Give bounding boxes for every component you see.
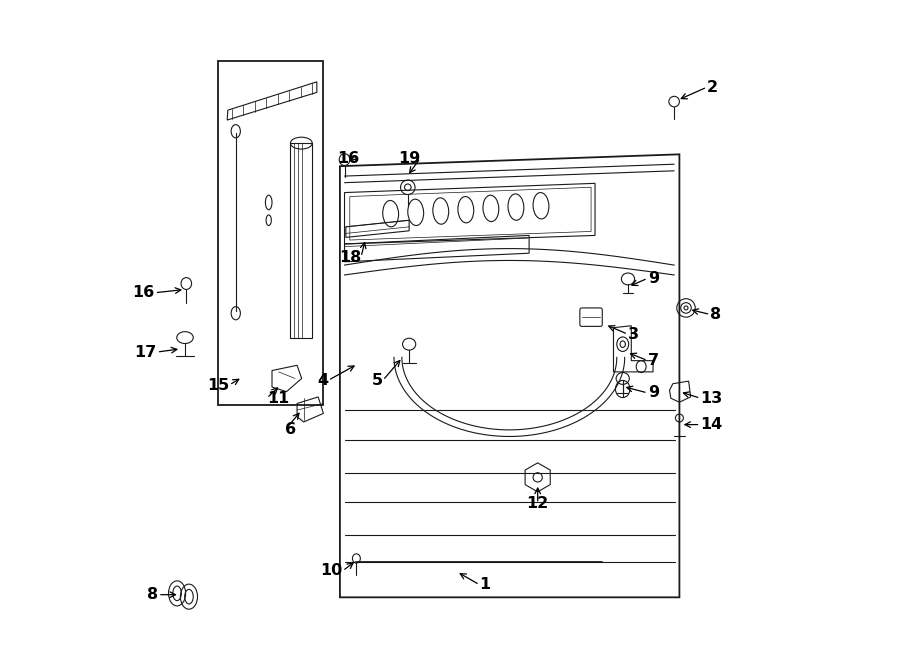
- Text: 8: 8: [147, 587, 158, 602]
- Text: 15: 15: [207, 377, 230, 393]
- Text: 7: 7: [648, 353, 659, 368]
- Text: 4: 4: [317, 373, 328, 388]
- Text: 2: 2: [707, 79, 718, 95]
- Text: 1: 1: [480, 577, 491, 592]
- Text: 14: 14: [700, 417, 723, 432]
- Text: 16: 16: [132, 285, 155, 301]
- Text: 8: 8: [710, 307, 722, 322]
- Text: 11: 11: [266, 391, 289, 406]
- Text: 16: 16: [337, 151, 359, 166]
- Bar: [291, 143, 312, 338]
- Text: 5: 5: [372, 373, 382, 388]
- Text: 9: 9: [648, 271, 659, 286]
- Text: 18: 18: [338, 250, 361, 265]
- Text: 17: 17: [134, 345, 157, 359]
- Text: 9: 9: [648, 385, 659, 401]
- Text: 3: 3: [628, 327, 639, 342]
- Text: 19: 19: [398, 151, 420, 166]
- Text: 10: 10: [320, 563, 343, 579]
- Text: 12: 12: [526, 496, 549, 511]
- Text: 13: 13: [700, 391, 723, 406]
- Text: 6: 6: [285, 422, 296, 438]
